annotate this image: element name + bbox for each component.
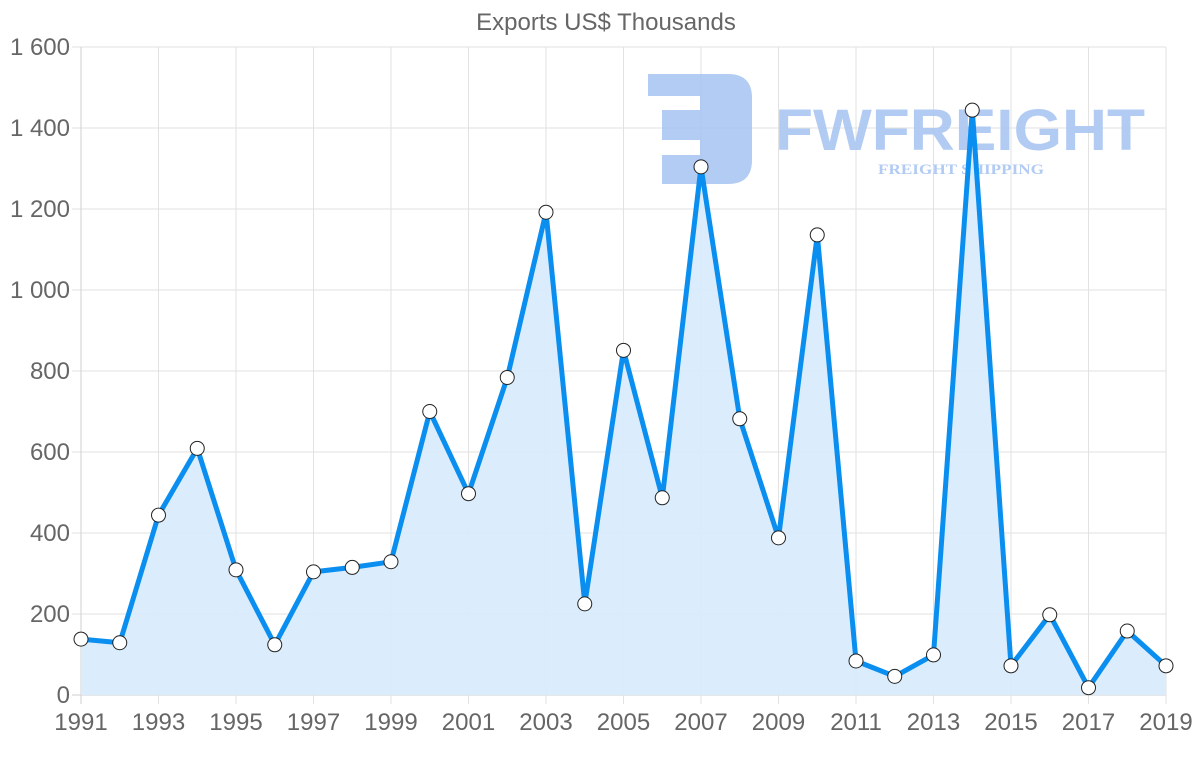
data-point-marker[interactable] bbox=[306, 564, 321, 580]
data-point-marker[interactable] bbox=[189, 440, 205, 456]
y-tick-label: 200 bbox=[30, 601, 70, 628]
data-point-marker[interactable] bbox=[422, 404, 438, 419]
area-fill bbox=[81, 110, 1166, 695]
x-tick-label: 1991 bbox=[54, 709, 107, 736]
x-tick-label: 1997 bbox=[287, 709, 340, 736]
data-point-marker[interactable] bbox=[1003, 658, 1019, 674]
x-tick-label: 2003 bbox=[519, 709, 572, 736]
x-tick-label: 2017 bbox=[1062, 709, 1115, 736]
y-axis-labels: 0 200 400 600 800 1 000 1 200 1 400 1 600 bbox=[10, 34, 70, 709]
x-tick-label: 2009 bbox=[752, 709, 805, 736]
x-tick-label: 2007 bbox=[674, 709, 727, 736]
y-tick-label: 1 000 bbox=[10, 277, 70, 304]
data-point-marker[interactable] bbox=[499, 369, 515, 385]
watermark-brand: FWFREIGHT bbox=[775, 98, 1145, 163]
data-point-marker[interactable] bbox=[1042, 607, 1058, 623]
x-tick-label: 2011 bbox=[830, 709, 882, 736]
data-point-marker[interactable] bbox=[926, 647, 941, 663]
data-point-marker[interactable] bbox=[848, 653, 864, 669]
x-tick-label: 2001 bbox=[442, 709, 495, 736]
fwfreight-logo-icon bbox=[648, 74, 752, 184]
data-point-marker[interactable] bbox=[383, 554, 399, 570]
x-axis-labels: 1991 1993 1995 1997 1999 2001 2003 2005 2007 2009… bbox=[54, 709, 1192, 736]
watermark: FWFREIGHT FREIGHT SHIPPING bbox=[648, 74, 1145, 184]
x-tick-label: 1995 bbox=[209, 709, 262, 736]
chart-title: Exports US$ Thousands bbox=[476, 9, 736, 36]
y-tick-label: 600 bbox=[30, 439, 70, 466]
data-point-marker[interactable] bbox=[887, 668, 903, 684]
data-point-marker[interactable] bbox=[1158, 658, 1174, 674]
data-point-marker[interactable] bbox=[73, 631, 89, 647]
x-tick-label: 1999 bbox=[364, 709, 417, 736]
data-point-marker[interactable] bbox=[461, 486, 476, 502]
y-tick-label: 0 bbox=[57, 682, 70, 709]
data-point-marker[interactable] bbox=[616, 342, 631, 358]
x-tick-label: 2013 bbox=[907, 709, 960, 736]
data-point-marker[interactable] bbox=[1119, 623, 1135, 639]
data-point-marker[interactable] bbox=[228, 562, 244, 578]
y-tick-label: 1 200 bbox=[10, 196, 70, 223]
data-markers bbox=[73, 102, 1174, 696]
data-point-marker[interactable] bbox=[732, 411, 748, 427]
x-tick-label: 2005 bbox=[597, 709, 650, 736]
data-point-marker[interactable] bbox=[654, 490, 670, 506]
x-tick-label: 2015 bbox=[984, 709, 1037, 736]
y-tick-label: 1 400 bbox=[10, 115, 70, 142]
data-point-marker[interactable] bbox=[1081, 680, 1096, 696]
y-tick-label: 800 bbox=[30, 358, 70, 385]
data-point-marker[interactable] bbox=[771, 530, 786, 546]
data-point-marker[interactable] bbox=[577, 596, 593, 612]
x-tick-label: 2019 bbox=[1139, 709, 1192, 736]
data-point-marker[interactable] bbox=[964, 102, 980, 118]
data-point-marker[interactable] bbox=[538, 204, 554, 220]
y-tick-label: 1 600 bbox=[10, 34, 70, 61]
data-point-marker[interactable] bbox=[809, 227, 825, 243]
watermark-tagline: FREIGHT SHIPPING bbox=[878, 162, 1044, 178]
data-point-marker[interactable] bbox=[344, 559, 360, 575]
y-tick-label: 400 bbox=[30, 520, 70, 547]
data-point-marker[interactable] bbox=[267, 637, 283, 653]
x-tick-label: 1993 bbox=[132, 709, 185, 736]
data-point-marker[interactable] bbox=[693, 159, 709, 175]
data-point-marker[interactable] bbox=[151, 507, 166, 523]
data-point-marker[interactable] bbox=[112, 635, 128, 651]
